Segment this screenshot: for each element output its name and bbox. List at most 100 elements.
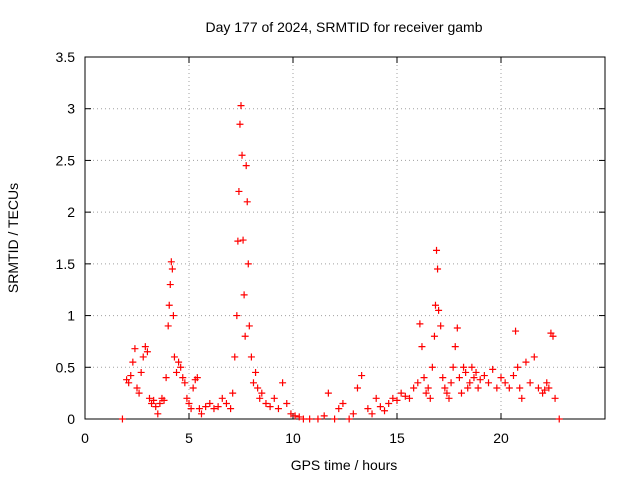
data-point (229, 389, 237, 397)
data-point (222, 399, 230, 407)
data-point (189, 384, 197, 392)
data-point (145, 394, 153, 402)
data-point (534, 384, 542, 392)
data-point (474, 384, 482, 392)
data-point (247, 353, 255, 361)
data-point (410, 384, 418, 392)
data-point (143, 348, 151, 356)
data-point (455, 374, 463, 382)
data-point (449, 363, 457, 371)
data-point (480, 372, 488, 380)
data-point (485, 379, 493, 387)
data-point (422, 389, 430, 397)
grid-layer (85, 57, 605, 419)
data-point (133, 384, 141, 392)
data-point (401, 392, 409, 400)
data-point (141, 343, 149, 351)
data-point (266, 403, 274, 411)
data-point (433, 246, 441, 254)
data-point (283, 399, 291, 407)
data-point (241, 332, 249, 340)
x-tick-label: 5 (185, 430, 193, 446)
data-point (470, 374, 478, 382)
data-point (457, 389, 465, 397)
data-point (169, 312, 177, 320)
data-point (397, 389, 405, 397)
data-point (206, 399, 214, 407)
data-point (244, 260, 252, 268)
data-point (447, 379, 455, 387)
data-point (173, 368, 181, 376)
x-axis-label: GPS time / hours (291, 457, 398, 473)
data-point (526, 379, 534, 387)
data-point (451, 343, 459, 351)
y-tick-label: 3 (67, 101, 75, 117)
data-point (426, 394, 434, 402)
y-tick-label: 2 (67, 204, 75, 220)
data-point (358, 372, 366, 380)
data-point (431, 301, 439, 309)
data-point (464, 384, 472, 392)
data-point (306, 415, 314, 423)
data-point (258, 389, 266, 397)
data-point (368, 410, 376, 418)
ticks-layer: 0 5 10 15 20 0 0.5 1 1.5 2 2.5 3 3.5 (56, 49, 605, 446)
data-point (320, 412, 328, 420)
data-point (150, 396, 158, 404)
data-point (254, 384, 262, 392)
data-point (210, 405, 218, 413)
data-point (195, 405, 203, 413)
data-point (252, 368, 260, 376)
data-point (420, 374, 428, 382)
data-point (345, 415, 353, 423)
data-point (235, 187, 243, 195)
data-point (518, 394, 526, 402)
data-point (129, 358, 137, 366)
frame-layer (84, 56, 606, 420)
data-point (239, 236, 247, 244)
data-point (245, 322, 253, 330)
data-point (385, 399, 393, 407)
data-point (441, 384, 449, 392)
data-point (505, 384, 513, 392)
data-point (118, 415, 126, 423)
data-point (227, 405, 235, 413)
points-layer (118, 102, 563, 423)
data-point (270, 394, 278, 402)
data-point (249, 379, 257, 387)
data-point (335, 405, 343, 413)
data-point (131, 345, 139, 353)
data-point (430, 332, 438, 340)
data-point (185, 399, 193, 407)
data-point (509, 372, 517, 380)
data-point (437, 322, 445, 330)
data-point (497, 374, 505, 382)
data-point (177, 363, 185, 371)
data-point (135, 389, 143, 397)
x-tick-label: 15 (389, 430, 405, 446)
y-tick-label: 3.5 (56, 49, 76, 65)
data-point (439, 374, 447, 382)
data-point (405, 394, 413, 402)
data-point (127, 372, 135, 380)
data-point (154, 410, 162, 418)
data-point (167, 258, 175, 266)
data-point (279, 379, 287, 387)
data-point (389, 394, 397, 402)
data-point (466, 379, 474, 387)
data-point (545, 384, 553, 392)
plot-frame (84, 56, 606, 420)
data-point (555, 415, 563, 423)
data-point (240, 291, 248, 299)
chart-title: Day 177 of 2024, SRMTID for receiver gam… (205, 19, 482, 35)
data-point (170, 353, 178, 361)
data-point (162, 374, 170, 382)
data-point (314, 415, 322, 423)
data-point (262, 399, 270, 407)
data-point (256, 394, 264, 402)
data-point (287, 410, 295, 418)
x-tick-label: 10 (285, 430, 301, 446)
data-point (512, 327, 520, 335)
data-point (234, 237, 242, 245)
